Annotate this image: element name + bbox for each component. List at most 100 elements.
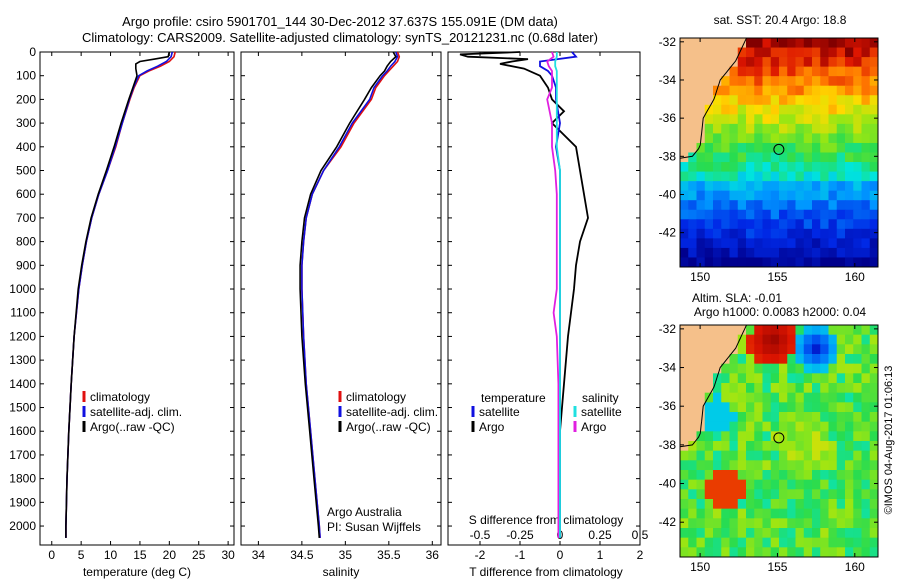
sst-cell	[696, 171, 706, 182]
sst-cell	[779, 162, 788, 173]
sla-cell	[680, 450, 689, 461]
sst-cell	[746, 200, 755, 211]
sst-cell	[762, 219, 772, 230]
sla-cell	[820, 460, 830, 471]
sst-cell	[795, 114, 805, 125]
y-tick-label: 200	[16, 92, 36, 106]
sst-cell	[713, 76, 722, 87]
sla-cell	[779, 344, 788, 355]
sst-cell	[853, 219, 863, 230]
sst-cell	[721, 171, 731, 182]
sla-cell	[713, 412, 722, 423]
sst-cell	[704, 57, 714, 68]
sst-cell	[713, 114, 722, 125]
sla-cell	[828, 334, 838, 345]
sst-cell	[845, 76, 854, 87]
sla-cell	[828, 479, 838, 490]
sst-cell	[770, 114, 780, 125]
sst-cell	[704, 152, 714, 163]
sst-cell	[770, 209, 780, 220]
sla-cell	[795, 325, 805, 336]
diff-legend-temperature-title: temperature	[481, 391, 546, 405]
sla-cell	[704, 412, 714, 423]
sla-cell	[803, 499, 813, 510]
sla-cell	[754, 508, 764, 519]
sla-cell	[787, 499, 797, 510]
sla-cell	[787, 528, 797, 539]
sst-cell	[812, 142, 821, 154]
sla-cell	[836, 392, 846, 403]
sst-cell	[754, 238, 764, 249]
sst-cell	[853, 57, 863, 68]
sla-cell	[770, 392, 780, 403]
salinity-legend-2-label: Argo(..raw -QC)	[346, 420, 431, 434]
sla-cell	[820, 373, 830, 384]
sst-cell	[746, 181, 755, 192]
sst-cell	[729, 257, 739, 267]
sla-cell	[746, 412, 755, 423]
sla-cell	[746, 402, 755, 413]
sla-cell	[812, 508, 821, 519]
sla-cell	[762, 479, 772, 490]
sla-cell	[812, 363, 821, 374]
sla-cell	[754, 450, 764, 461]
sla-cell	[696, 334, 706, 345]
sla-cell	[795, 479, 805, 490]
sst-cell	[754, 66, 764, 77]
sla-cell	[754, 373, 764, 384]
sla-cell	[869, 479, 878, 490]
sla-cell	[721, 499, 731, 510]
sst-cell	[737, 47, 747, 58]
sla-cell	[754, 528, 764, 539]
sst-cell	[737, 104, 747, 115]
sla-cell	[746, 354, 755, 365]
sst-cell	[721, 257, 731, 267]
sst-cell	[779, 114, 788, 125]
sst-cell	[836, 247, 846, 259]
sla-cell	[746, 508, 755, 519]
sla-cell	[704, 470, 714, 481]
sla-cell	[853, 470, 863, 481]
sla-cell	[770, 354, 780, 365]
sst-cell	[746, 247, 755, 259]
sst-cell	[704, 162, 714, 173]
sla-cell	[853, 441, 863, 452]
sla-cell	[680, 508, 689, 519]
sla-cell	[770, 508, 780, 519]
sla-cell	[820, 489, 830, 500]
sst-cell	[836, 209, 846, 220]
sla-cell	[713, 450, 722, 461]
sst-cell	[704, 181, 714, 192]
sla-cell	[779, 508, 788, 519]
sst-cell	[820, 162, 830, 173]
sst-cell	[721, 200, 731, 211]
temperature-diff-x-label: T difference from climatology	[469, 565, 623, 579]
sla-cell	[861, 518, 871, 529]
sla-cell	[704, 402, 714, 413]
sst-cell	[696, 209, 706, 220]
sla-cell	[820, 470, 830, 481]
sla-cell	[795, 334, 805, 345]
sst-cell	[779, 38, 788, 49]
sla-cell	[754, 479, 764, 490]
sla-cell	[713, 344, 722, 355]
sla-cell	[721, 547, 731, 557]
sla-cell	[853, 373, 863, 384]
sla-cell	[762, 508, 772, 519]
salinity-argo-line	[299, 51, 397, 538]
sla-cell	[861, 470, 871, 481]
sla-cell	[704, 344, 714, 355]
sst-cell	[845, 66, 854, 77]
sst-cell	[721, 181, 731, 192]
sla-cell	[861, 508, 871, 519]
sst-cell	[787, 66, 797, 77]
sla-cell	[680, 363, 689, 374]
sla-cell	[721, 402, 731, 413]
sst-cell	[713, 152, 722, 163]
sst-cell	[803, 114, 813, 125]
sla-cell	[696, 518, 706, 529]
sla-cell	[812, 334, 821, 345]
sla-cell	[812, 450, 821, 461]
sst-cell	[803, 123, 813, 135]
sla-cell	[836, 528, 846, 539]
